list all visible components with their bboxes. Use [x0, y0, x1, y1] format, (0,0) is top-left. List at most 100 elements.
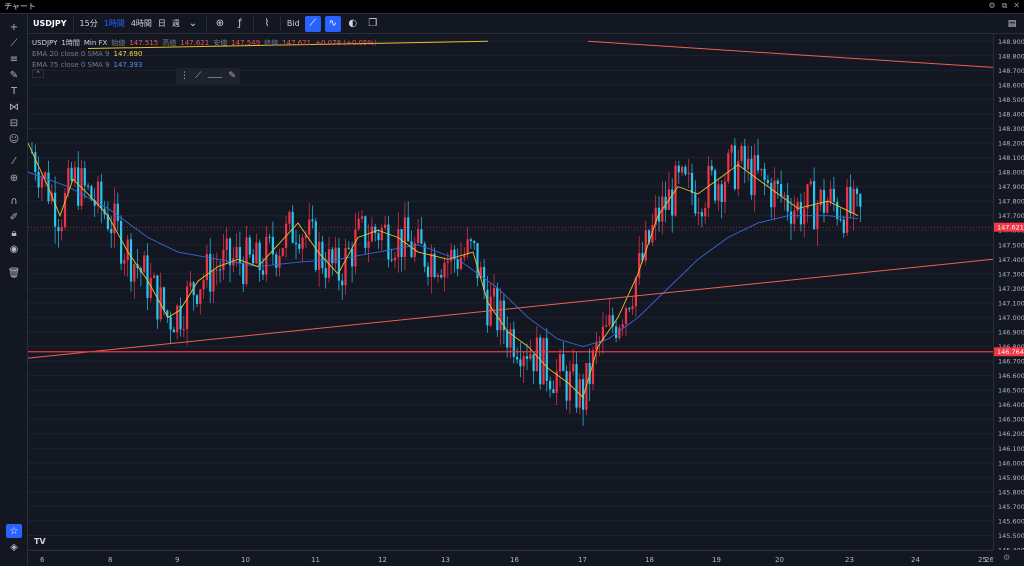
time-axis[interactable]: 6 8 9 10 11 12 13 16 17 18 19 20 23 24 25 26: [28, 550, 994, 566]
prediction-icon[interactable]: ⊟: [9, 117, 19, 129]
candle-body: [681, 166, 684, 173]
interval-week-button[interactable]: 週: [171, 19, 180, 28]
popout-icon[interactable]: ⧉: [1001, 1, 1008, 10]
candle-body: [730, 145, 733, 153]
candle: [822, 179, 826, 223]
pattern-icon[interactable]: ⋈: [9, 101, 19, 113]
candle: [684, 164, 687, 177]
candle: [380, 224, 383, 251]
time-tick-7: 16: [510, 556, 519, 564]
candle: [337, 238, 340, 291]
candle-body: [492, 287, 496, 297]
trash-icon[interactable]: 🗑︎: [7, 267, 21, 279]
crosshair-icon[interactable]: +: [9, 21, 19, 33]
candle: [443, 257, 446, 292]
candle: [294, 230, 298, 259]
line-toggle-icon[interactable]: ⟋: [304, 15, 321, 32]
price-axis[interactable]: 148.900 148.800 148.700 148.600 148.500 148.4…: [993, 34, 1024, 555]
candle-body: [248, 237, 251, 255]
candle-body: [813, 181, 816, 230]
lock-icon[interactable]: 🔒︎: [11, 227, 17, 239]
text-icon[interactable]: T: [10, 85, 18, 97]
drag-handle-icon[interactable]: ⋮: [180, 71, 189, 81]
candle-body: [169, 316, 172, 330]
palette-icon[interactable]: ◐: [348, 18, 358, 29]
layout-icon[interactable]: ❐: [368, 18, 378, 29]
stay-drawing-icon[interactable]: ✐: [9, 211, 19, 223]
zoom-icon[interactable]: ⊕: [9, 172, 19, 184]
trendline-icon[interactable]: ⟋: [10, 37, 18, 49]
candle: [120, 215, 123, 270]
candle: [753, 143, 756, 212]
fib-icon[interactable]: ≡: [9, 53, 19, 65]
magnet-icon[interactable]: ∩: [10, 195, 18, 207]
candle: [690, 163, 694, 205]
candle: [374, 223, 377, 242]
ruler-icon[interactable]: ⁄: [13, 155, 15, 167]
legend-collapse-button[interactable]: ⌃: [32, 69, 44, 78]
candle-body: [519, 359, 522, 367]
settings-icon[interactable]: ⚙: [988, 1, 996, 10]
hline-icon[interactable]: ⸺: [207, 72, 223, 83]
bid-button[interactable]: Bid: [286, 19, 300, 28]
price-tick-27: 146.200: [998, 430, 1024, 438]
legend-ema20-row[interactable]: EMA 20 close 0 SMA 9 147.690: [32, 48, 377, 59]
brush-icon[interactable]: ✎: [9, 69, 19, 81]
candle: [846, 179, 849, 236]
candle-body: [390, 259, 393, 261]
candle-body: [242, 262, 245, 284]
trendline-icon[interactable]: ⟋: [195, 71, 202, 81]
candle: [116, 192, 119, 231]
legend-ema75-row[interactable]: EMA 75 close 0 SMA 9 147.393: [32, 59, 377, 70]
chevron-down-icon[interactable]: ⌄: [188, 18, 198, 29]
brush-icon[interactable]: ✎: [228, 71, 236, 81]
candle: [572, 348, 575, 376]
candle-body: [433, 253, 436, 277]
chart-pane[interactable]: [27, 34, 994, 551]
favorites-icon[interactable]: ☆: [6, 524, 22, 538]
candle-body: [714, 170, 717, 201]
candle-body: [261, 270, 265, 275]
candle-body: [803, 208, 806, 225]
candle-body: [532, 354, 535, 372]
candle-body: [123, 259, 126, 264]
candle-body: [238, 247, 241, 263]
symbol-search-button[interactable]: USDJPY: [33, 19, 67, 28]
candle: [615, 320, 618, 343]
eye-icon[interactable]: ◉: [9, 243, 19, 255]
candle-body: [80, 168, 83, 206]
candle: [238, 231, 241, 276]
add-compare-icon[interactable]: ⊕: [215, 18, 225, 29]
candle: [677, 160, 680, 184]
toolbar-divider: [279, 16, 281, 31]
candle: [219, 260, 222, 283]
candle: [245, 225, 248, 287]
price-tick-29: 146.000: [998, 459, 1024, 467]
price-tick-16: 147.300: [998, 270, 1024, 278]
candle-body: [96, 181, 100, 206]
interval-day-button[interactable]: 日: [157, 19, 166, 28]
candle-body: [456, 259, 459, 269]
legend-close-label: 終値: [264, 38, 279, 47]
layers-icon[interactable]: ◈: [10, 541, 18, 553]
emoji-icon[interactable]: ☺: [8, 133, 20, 145]
candle-body: [344, 247, 347, 286]
wave-toggle-icon[interactable]: ∿: [324, 15, 341, 32]
candle: [423, 241, 426, 273]
indicators-icon[interactable]: ƒ: [238, 18, 242, 29]
axis-settings-icon[interactable]: ⚙: [1003, 553, 1011, 562]
time-tick-8: 17: [578, 556, 587, 564]
interval-1h-button[interactable]: 1時間: [103, 19, 125, 28]
fullscreen-icon[interactable]: ▤: [1007, 19, 1017, 29]
candle-body: [367, 241, 370, 248]
interval-4h-button[interactable]: 4時間: [130, 19, 152, 28]
price-tick-11: 147.800: [998, 198, 1024, 206]
candle: [506, 316, 509, 358]
price-chart[interactable]: [27, 34, 994, 551]
candle: [549, 376, 552, 398]
interval-15m-button[interactable]: 15分: [79, 19, 98, 28]
candle-body: [806, 184, 809, 209]
candle-body: [440, 274, 443, 278]
close-icon[interactable]: ✕: [1013, 1, 1020, 10]
chart-type-icon[interactable]: ⌇: [264, 18, 270, 29]
